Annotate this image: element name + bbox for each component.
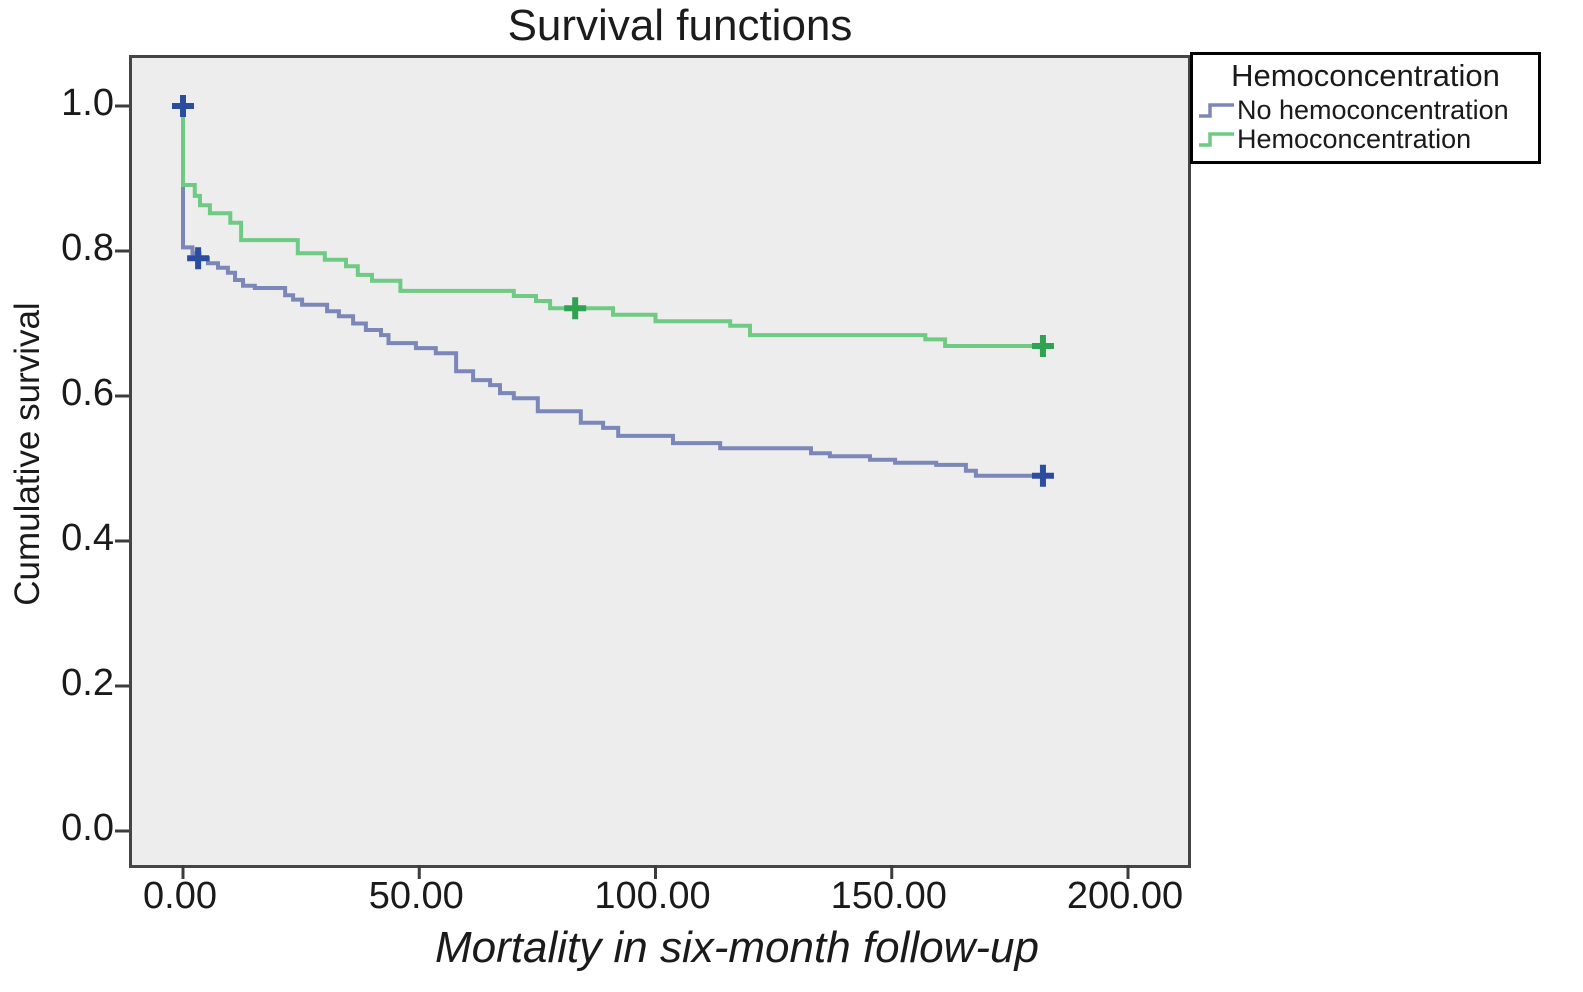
x-tick-label: 50.00 bbox=[368, 875, 464, 917]
chart-title: Survival functions bbox=[507, 1, 853, 50]
survival-curve-hemoconcentration bbox=[181, 106, 1043, 348]
step-line-icon bbox=[1199, 131, 1234, 147]
legend-entry-no-hemoconcentration: No hemoconcentration bbox=[1197, 95, 1534, 124]
plot-area bbox=[115, 55, 1191, 879]
y-tick-label: 0.0 bbox=[61, 807, 114, 849]
legend-box: Hemoconcentration No hemoconcentration H… bbox=[1190, 52, 1541, 164]
y-tick-label: 0.4 bbox=[61, 517, 114, 559]
censor-marker bbox=[1031, 334, 1054, 357]
censor-marker bbox=[1031, 464, 1054, 487]
survival-plot-svg bbox=[115, 95, 1130, 879]
x-tick-label: 100.00 bbox=[594, 875, 711, 917]
legend-entry-label: No hemoconcentration bbox=[1237, 94, 1509, 125]
survival-curve-no-hemoconcentration bbox=[181, 106, 1043, 478]
censor-marker bbox=[187, 247, 210, 270]
legend-entry-label: Hemoconcentration bbox=[1237, 123, 1472, 154]
x-tick-label: 200.00 bbox=[1066, 875, 1184, 917]
x-tick-label: 0.00 bbox=[143, 875, 217, 917]
censor-marker bbox=[172, 95, 194, 117]
y-tick-label: 0.8 bbox=[61, 227, 114, 269]
y-tick-label: 1.0 bbox=[61, 82, 114, 124]
censor-marker bbox=[564, 297, 587, 320]
y-tick-label: 0.2 bbox=[61, 662, 114, 704]
step-line-icon bbox=[1199, 102, 1234, 118]
x-axis-label: Mortality in six-month follow-up bbox=[435, 923, 1039, 972]
legend-entry-hemoconcentration: Hemoconcentration bbox=[1197, 124, 1534, 153]
y-axis-label: Cumulative survival bbox=[8, 302, 47, 606]
y-tick-label: 0.6 bbox=[61, 372, 114, 414]
x-tick-label: 150.00 bbox=[830, 875, 947, 917]
legend-title: Hemoconcentration bbox=[1231, 58, 1500, 93]
